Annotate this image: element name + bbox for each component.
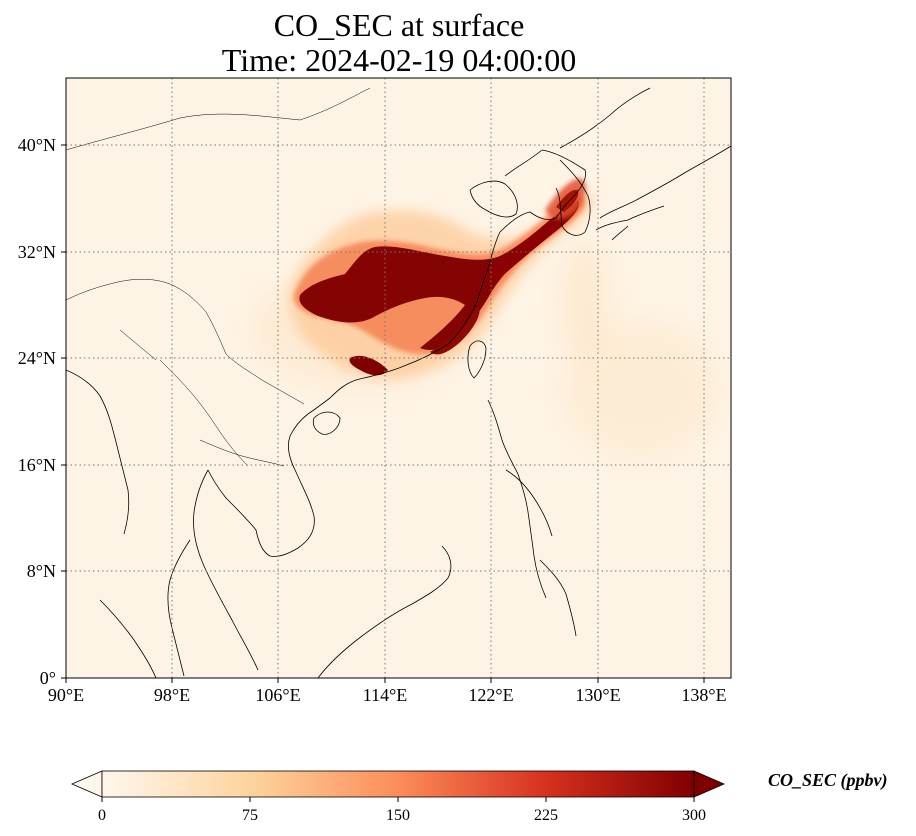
- co-plume-field: [250, 178, 720, 460]
- lat-label-16n: 16°N: [17, 455, 56, 475]
- lon-label-106e: 106°E: [255, 685, 301, 705]
- lat-label-32n: 32°N: [17, 242, 56, 262]
- colorbar-min-extend: [70, 770, 103, 798]
- gridlines: [66, 78, 731, 678]
- lon-label-138e: 138°E: [681, 685, 727, 705]
- colorbar-max-extend: [693, 770, 726, 798]
- lat-label-8n: 8°N: [26, 561, 56, 581]
- colorbar-tick-0: 0: [98, 807, 106, 824]
- lon-label-130e: 130°E: [575, 685, 621, 705]
- map-title: CO_SEC at surface: [273, 7, 525, 43]
- lon-label-122e: 122°E: [468, 685, 514, 705]
- colorbar-tick-300: 300: [682, 807, 706, 824]
- map-frame: [65, 77, 732, 679]
- lon-label-114e: 114°E: [362, 685, 408, 705]
- colorbar-gradient: [102, 771, 694, 797]
- colorbar-tick-225: 225: [534, 807, 558, 824]
- axis-ticks: [61, 144, 705, 683]
- lat-label-0: 0°: [39, 668, 56, 688]
- lat-label-40n: 40°N: [17, 135, 56, 155]
- lon-label-98e: 98°E: [153, 685, 191, 705]
- colorbar-tick-150: 150: [386, 807, 410, 824]
- map-time-label: Time: 2024-02-19 04:00:00: [221, 42, 577, 78]
- colorbar-label: CO_SEC (ppbv): [768, 770, 888, 790]
- lon-label-90e: 90°E: [47, 685, 85, 705]
- lat-label-24n: 24°N: [17, 348, 56, 368]
- coastlines: [66, 87, 731, 678]
- colorbar-tick-75: 75: [242, 807, 258, 824]
